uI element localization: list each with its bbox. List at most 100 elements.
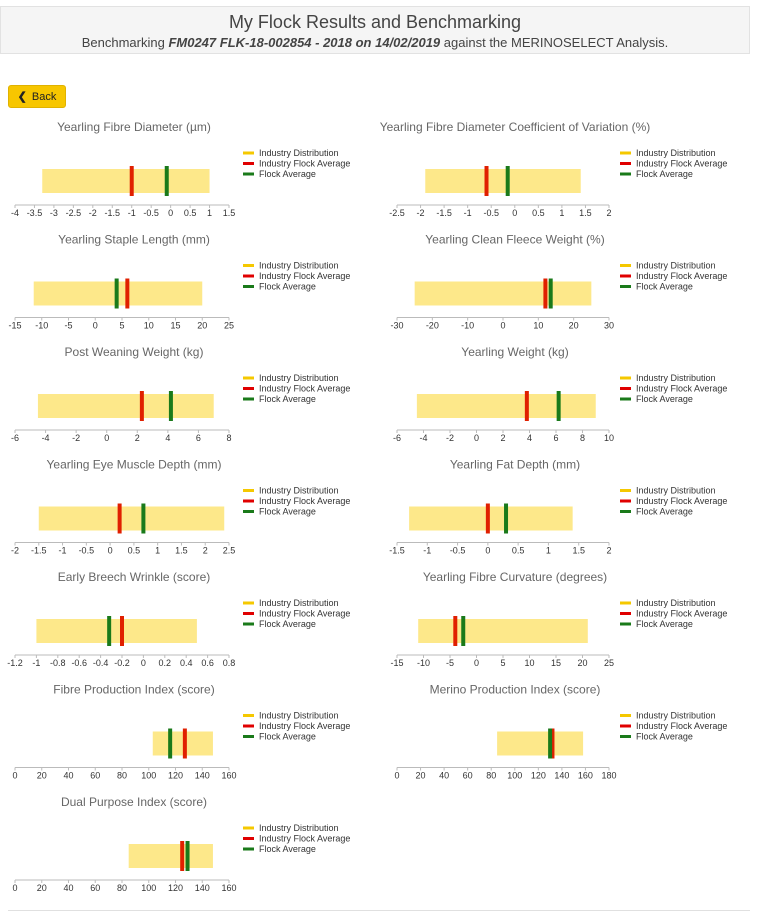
- legend-label: Industry Flock Average: [636, 384, 727, 394]
- x-tick-label: -0.2: [114, 658, 130, 668]
- chart-title: Fibre Production Index (score): [53, 683, 214, 697]
- legend-label: Flock Average: [259, 169, 316, 179]
- page-title: My Flock Results and Benchmarking: [228, 12, 522, 32]
- chart-title: Yearling Fibre Diameter Coefficient of V…: [380, 120, 651, 134]
- industry-flock-average-marker: [550, 728, 555, 759]
- legend-label: Flock Average: [636, 394, 693, 404]
- x-tick-label: -0.5: [143, 208, 159, 218]
- x-tick-label: -1: [128, 208, 136, 218]
- x-tick-label: -2: [446, 433, 454, 443]
- industry-distribution-bar: [36, 619, 197, 643]
- legend-swatch: [243, 510, 254, 513]
- x-tick-label: 25: [604, 658, 614, 668]
- x-tick-label: 100: [507, 771, 522, 781]
- x-tick-label: 60: [463, 771, 473, 781]
- x-tick-label: 5: [119, 321, 124, 331]
- x-tick-label: 2: [606, 546, 611, 556]
- legend-swatch: [620, 499, 631, 503]
- flock-average-marker: [548, 278, 553, 309]
- x-tick-label: 60: [90, 771, 100, 781]
- industry-flock-average-marker: [485, 503, 490, 534]
- legend-label: Industry Distribution: [636, 148, 716, 158]
- chart-title: Yearling Fat Depth (mm): [450, 458, 580, 472]
- x-tick-label: 0.6: [201, 658, 214, 668]
- x-tick-label: 2: [203, 546, 208, 556]
- x-tick-label: 140: [554, 771, 569, 781]
- x-tick-label: 20: [416, 771, 426, 781]
- x-tick-label: 0.5: [184, 208, 197, 218]
- x-tick-label: 20: [37, 771, 47, 781]
- x-tick-label: 0.5: [512, 546, 525, 556]
- industry-distribution-bar: [38, 506, 225, 531]
- x-tick-label: 0: [141, 658, 146, 668]
- flock-average-marker: [505, 166, 510, 196]
- legend-label: Flock Average: [636, 619, 693, 629]
- x-tick-label: 0: [168, 208, 173, 218]
- legend-label: Flock Average: [636, 732, 693, 742]
- legend-swatch: [243, 274, 254, 278]
- legend-label: Industry Distribution: [259, 711, 339, 721]
- legend-swatch: [243, 489, 254, 492]
- flock-average-marker: [168, 391, 173, 421]
- x-tick-label: 0.5: [532, 208, 545, 218]
- x-tick-label: -1: [423, 546, 431, 556]
- industry-flock-average-marker: [120, 616, 124, 646]
- x-tick-label: 20: [569, 321, 579, 331]
- back-button[interactable]: ❮ Back: [8, 85, 66, 108]
- x-tick-label: -2: [89, 208, 97, 218]
- industry-distribution-bar: [128, 844, 213, 868]
- x-tick-label: 120: [168, 883, 183, 893]
- flock-average-marker: [504, 503, 509, 534]
- x-tick-label: -0.8: [50, 658, 66, 668]
- legend-swatch: [243, 151, 254, 155]
- legend-swatch: [620, 714, 631, 717]
- legend-swatch: [243, 376, 254, 380]
- x-tick-label: 2: [135, 433, 140, 443]
- subtitle-prefix: Benchmarking: [81, 35, 169, 50]
- x-tick-label: 80: [117, 771, 127, 781]
- industry-distribution-bar: [409, 506, 573, 531]
- x-tick-label: 4: [527, 433, 532, 443]
- legend-swatch: [243, 826, 254, 830]
- x-tick-label: 0: [108, 546, 113, 556]
- x-tick-label: 2: [500, 433, 505, 443]
- x-tick-label: 40: [63, 771, 73, 781]
- industry-flock-average-marker: [117, 503, 122, 534]
- legend-label: Industry Flock Average: [636, 721, 727, 731]
- x-tick-label: 160: [578, 771, 593, 781]
- x-tick-label: 1: [207, 208, 212, 218]
- industry-distribution-bar: [37, 394, 214, 418]
- x-tick-label: 80: [486, 771, 496, 781]
- x-tick-label: 1: [559, 208, 564, 218]
- x-tick-label: 160: [221, 771, 236, 781]
- x-tick-label: 180: [601, 771, 616, 781]
- x-tick-label: 1.5: [175, 546, 188, 556]
- legend-label: Flock Average: [259, 844, 316, 854]
- x-tick-label: -1.5: [436, 208, 452, 218]
- x-tick-label: 20: [197, 321, 207, 331]
- legend-label: Industry Flock Average: [259, 496, 350, 506]
- x-tick-label: -6: [11, 433, 19, 443]
- x-tick-label: 2: [606, 208, 611, 218]
- x-tick-label: 1.5: [579, 208, 592, 218]
- legend-label: Industry Flock Average: [259, 834, 350, 844]
- legend-swatch: [243, 612, 254, 615]
- legend-swatch: [243, 735, 254, 738]
- legend-swatch: [243, 724, 254, 728]
- legend-label: Flock Average: [259, 507, 316, 517]
- legend-label: Industry Distribution: [636, 261, 716, 271]
- x-tick-label: -4: [11, 208, 19, 218]
- x-tick-label: 160: [221, 883, 236, 893]
- x-tick-label: -4: [42, 433, 50, 443]
- x-tick-label: -1.5: [389, 546, 405, 556]
- x-tick-label: -15: [390, 658, 403, 668]
- legend-label: Flock Average: [259, 282, 316, 292]
- legend-label: Industry Distribution: [636, 711, 716, 721]
- flock-average-marker: [461, 616, 466, 646]
- industry-flock-average-marker: [129, 166, 134, 196]
- flock-average-marker: [114, 278, 119, 309]
- x-tick-label: 0: [512, 208, 517, 218]
- page-header: My Flock Results and Benchmarking Benchm…: [0, 6, 750, 54]
- x-tick-label: -2.5: [389, 208, 405, 218]
- x-tick-label: 120: [531, 771, 546, 781]
